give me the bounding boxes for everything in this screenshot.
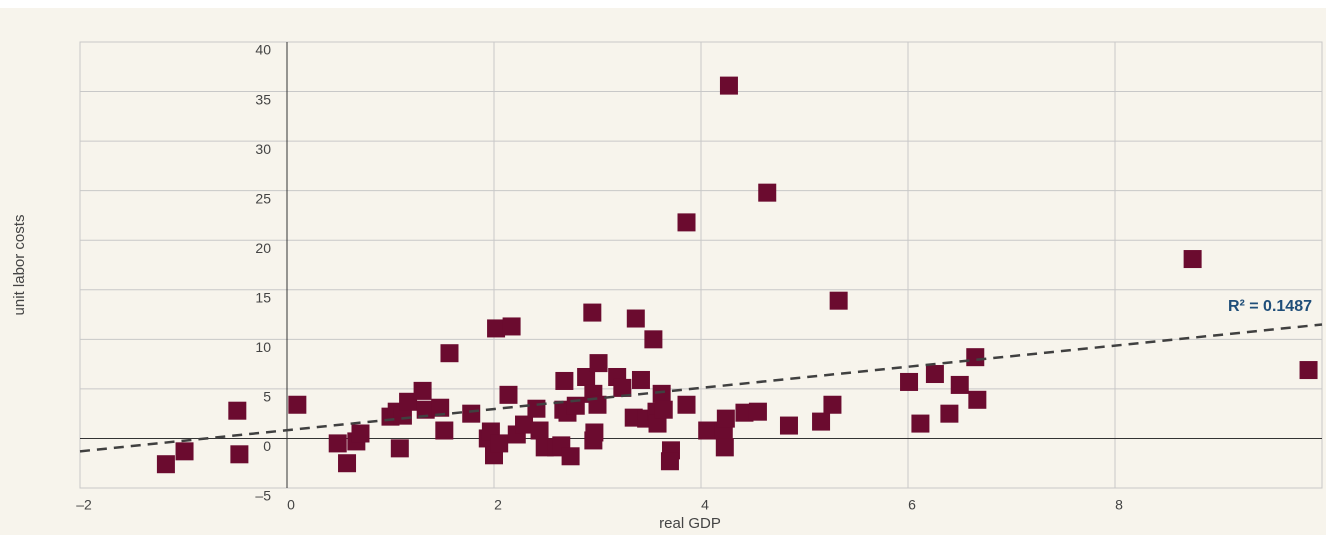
- y-tick-label: 0: [263, 438, 271, 454]
- point: [900, 372, 919, 391]
- x-tick-label: –2: [76, 497, 92, 513]
- point: [555, 371, 574, 390]
- point: [925, 365, 944, 384]
- point: [911, 414, 930, 433]
- y-tick-label: 20: [255, 240, 271, 256]
- point: [502, 317, 521, 336]
- point: [812, 412, 831, 431]
- point: [719, 76, 738, 95]
- trendline: [79, 323, 1323, 453]
- point: [585, 423, 604, 442]
- point: [393, 406, 412, 425]
- point: [440, 344, 459, 363]
- point: [950, 375, 969, 394]
- point: [779, 416, 798, 435]
- point: [416, 400, 435, 419]
- point: [652, 384, 671, 403]
- point: [631, 370, 650, 389]
- point: [530, 421, 549, 440]
- y-tick-label: 35: [255, 91, 271, 107]
- point: [462, 404, 481, 423]
- point: [968, 390, 987, 409]
- point: [823, 395, 842, 414]
- point: [748, 402, 767, 421]
- point: [487, 319, 506, 338]
- x-tick-label: 2: [494, 497, 502, 513]
- r-squared-label: R² = 0.1487: [1228, 298, 1312, 315]
- point: [589, 354, 608, 373]
- point: [351, 424, 370, 443]
- point: [715, 438, 734, 457]
- y-tick-label: 5: [263, 389, 271, 405]
- point: [940, 404, 959, 423]
- x-axis-label: real GDP: [659, 515, 721, 532]
- point: [1183, 250, 1202, 269]
- y-tick-label: 25: [255, 190, 271, 206]
- point: [626, 309, 645, 328]
- y-tick-label: 10: [255, 339, 271, 355]
- point: [338, 454, 357, 473]
- point: [230, 445, 249, 464]
- point: [698, 421, 717, 440]
- point: [660, 452, 679, 471]
- point: [399, 392, 418, 411]
- point: [654, 400, 673, 419]
- y-tick-label: 40: [255, 42, 271, 58]
- point: [716, 409, 735, 428]
- y-axis-label: unit labor costs: [11, 215, 28, 316]
- point: [390, 439, 409, 458]
- x-tick-label: 0: [287, 497, 295, 513]
- point: [758, 183, 777, 202]
- point: [583, 303, 602, 322]
- x-tick-label: 8: [1115, 497, 1123, 513]
- point: [431, 398, 450, 417]
- point: [677, 395, 696, 414]
- point: [966, 348, 985, 367]
- point: [613, 378, 632, 397]
- point: [288, 395, 307, 414]
- point: [577, 367, 596, 386]
- point: [648, 414, 667, 433]
- point: [228, 401, 247, 420]
- x-tick-label: 6: [908, 497, 916, 513]
- top-band: [0, 0, 1326, 8]
- point: [561, 447, 580, 466]
- y-tick-label: 30: [255, 141, 271, 157]
- y-tick-label: 15: [255, 289, 271, 305]
- point: [413, 381, 432, 400]
- point: [588, 395, 607, 414]
- point: [490, 434, 509, 453]
- point: [1299, 361, 1318, 380]
- point: [829, 291, 848, 310]
- point: [328, 434, 347, 453]
- point: [499, 385, 518, 404]
- point: [156, 455, 175, 474]
- x-tick-label: 4: [701, 497, 709, 513]
- point: [435, 421, 454, 440]
- point: [527, 399, 546, 418]
- y-tick-label: –5: [255, 488, 271, 504]
- point: [677, 213, 696, 232]
- point: [644, 330, 663, 349]
- point: [175, 442, 194, 461]
- point: [515, 415, 534, 434]
